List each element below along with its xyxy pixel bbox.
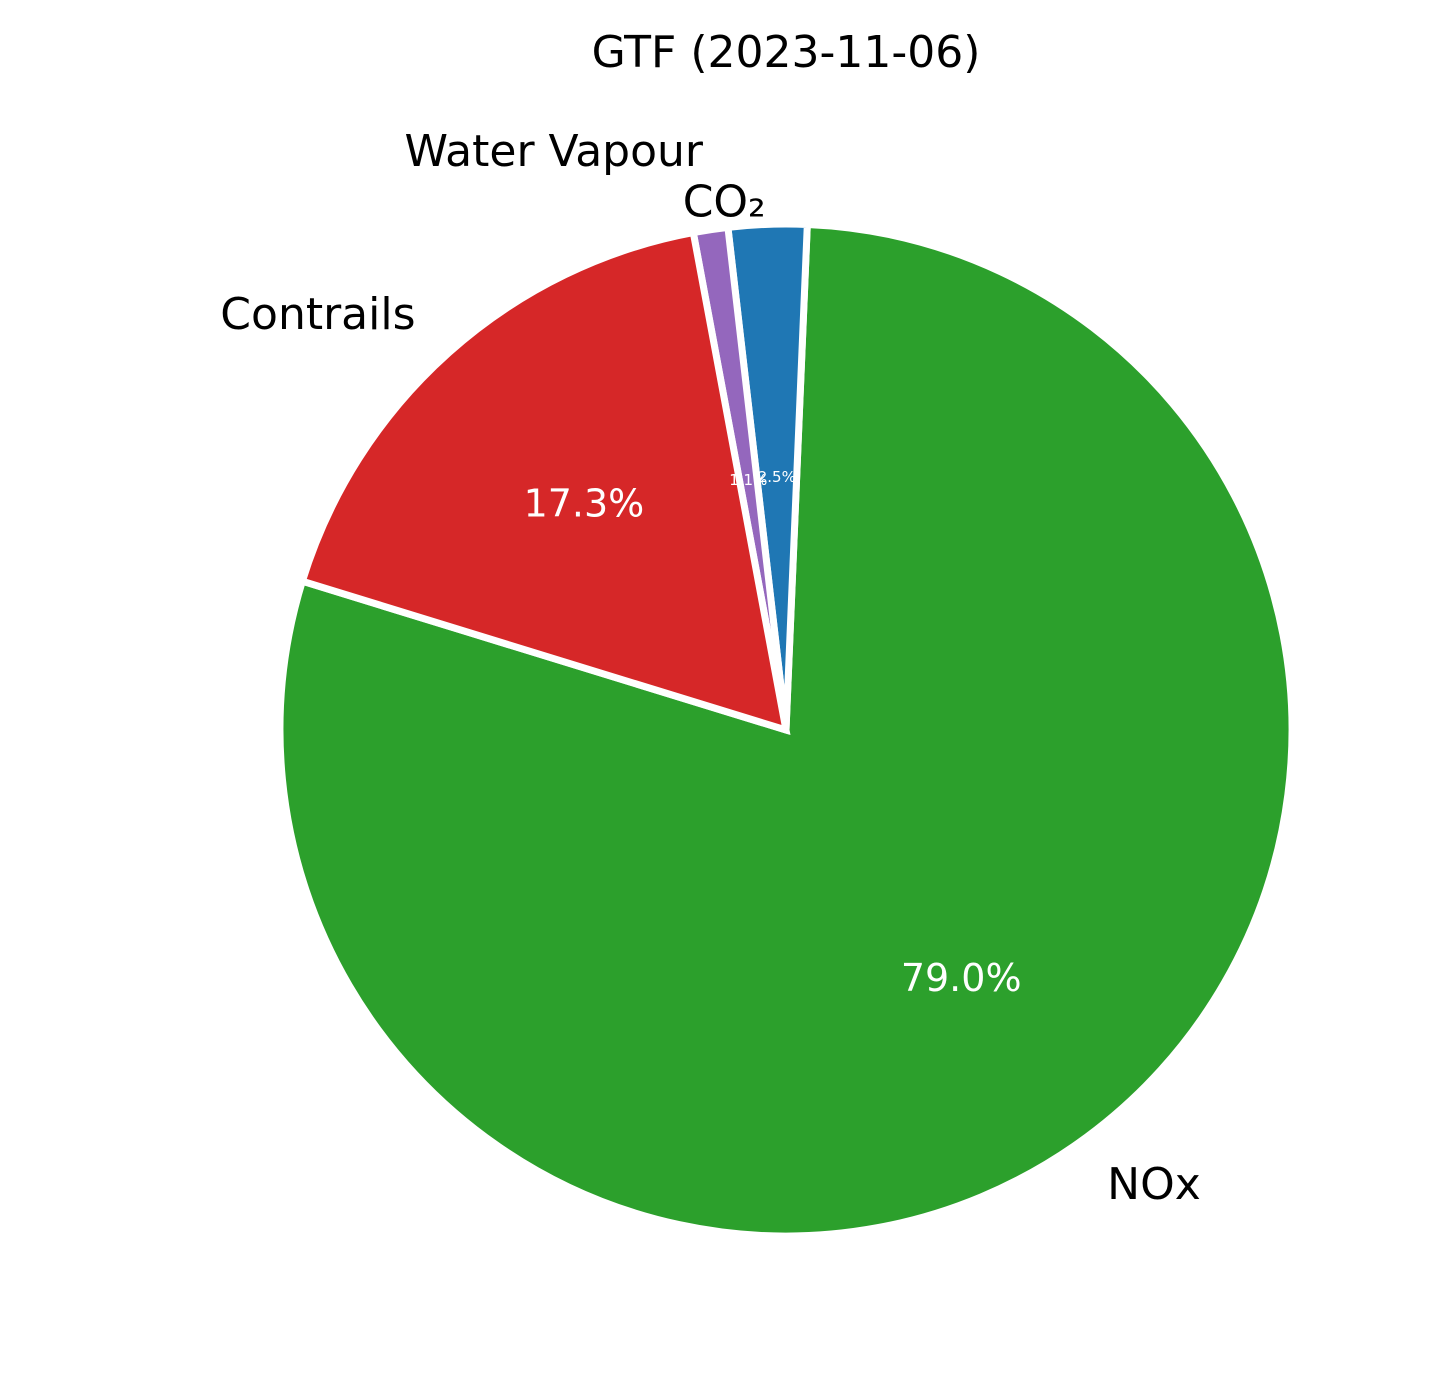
slice-pct-label-2: 1.1% bbox=[729, 471, 767, 489]
slice-category-label-1: CO₂ bbox=[683, 176, 766, 227]
slice-pct-label-0: 79.0% bbox=[901, 956, 1022, 1000]
slice-category-label-2: Water Vapour bbox=[404, 126, 703, 177]
pie-slices bbox=[276, 220, 1296, 1240]
pie-labels: 79.0% NOx 2.5% CO₂ 1.1% Water Vapour 17.3% Cont… bbox=[220, 126, 1200, 1210]
chart-title: GTF (2023-11-06) bbox=[592, 27, 981, 78]
slice-3 bbox=[297, 228, 791, 736]
slice-pct-label-3: 17.3% bbox=[524, 481, 645, 525]
slice-category-label-0: NOx bbox=[1107, 1159, 1201, 1210]
slice-pct-label-1: 2.5% bbox=[758, 468, 796, 486]
slice-category-label-3: Contrails bbox=[220, 289, 415, 340]
